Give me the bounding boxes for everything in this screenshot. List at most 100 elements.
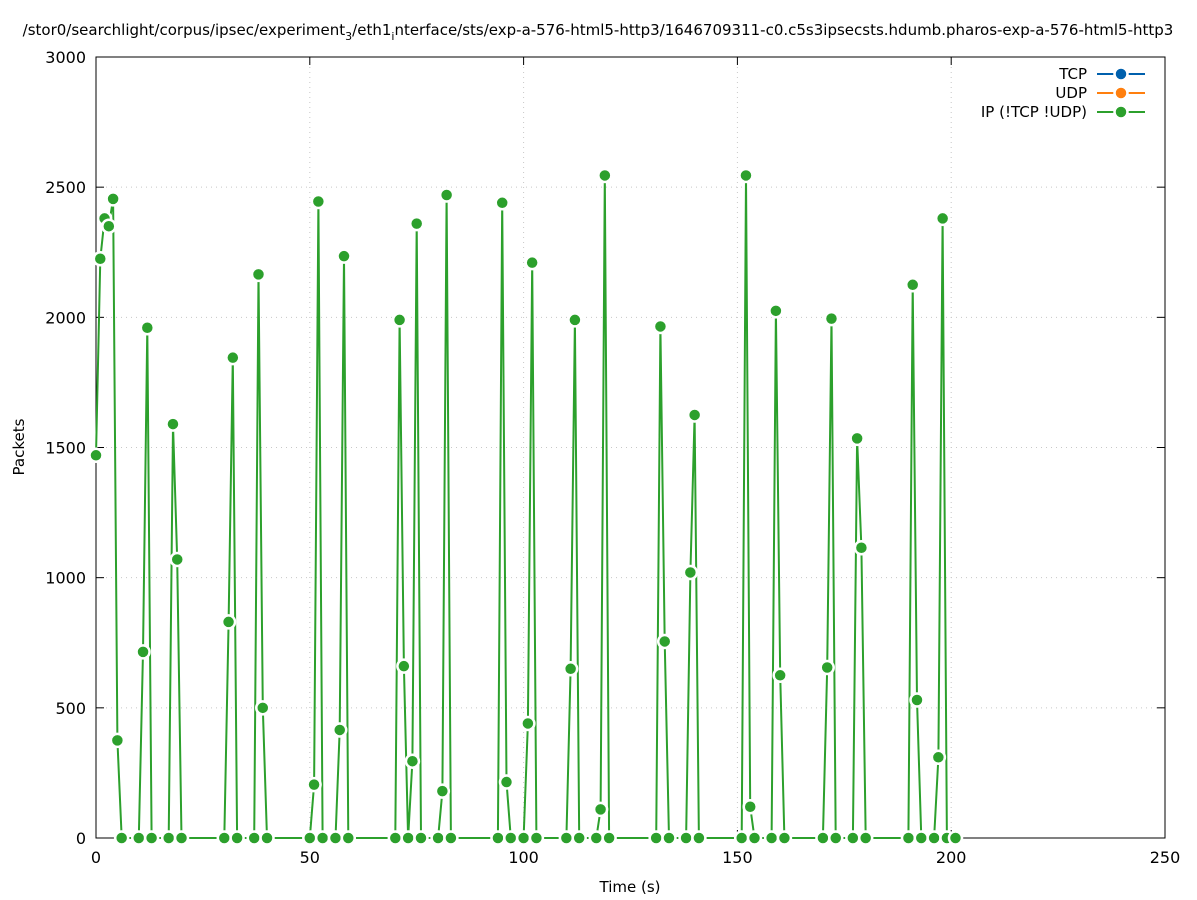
data-point <box>216 830 233 846</box>
data-point <box>173 830 190 846</box>
data-point <box>404 753 421 769</box>
chart-title-part3: nterface/sts/exp-a-576-html5-http3/16467… <box>394 21 1173 39</box>
chart-title-sub1: 3 <box>345 30 352 43</box>
data-point <box>225 349 241 366</box>
data-point <box>336 248 352 264</box>
data-point <box>494 195 510 211</box>
data-point <box>947 830 964 846</box>
data-point <box>652 318 669 335</box>
data-point <box>524 254 540 271</box>
data-point <box>815 830 831 846</box>
data-point <box>819 659 835 676</box>
data-point <box>331 722 348 738</box>
data-point <box>503 830 519 846</box>
data-point <box>930 749 947 766</box>
chart-title-part1: /stor0/searchlight/corpus/ipsec/experime… <box>23 21 346 39</box>
series-ip-tcp-udp <box>88 167 964 846</box>
data-point <box>827 830 844 846</box>
data-point <box>113 830 130 846</box>
data-point <box>520 715 536 732</box>
data-point <box>387 830 404 846</box>
data-point <box>853 539 870 556</box>
legend-label: TCP <box>1058 65 1087 83</box>
x-tick-label: 250 <box>1150 848 1181 867</box>
data-point <box>443 830 459 846</box>
x-axis-label: Time (s) <box>599 878 661 896</box>
data-point <box>430 830 446 846</box>
data-point <box>515 830 532 846</box>
data-point <box>396 658 412 674</box>
data-point <box>131 830 147 846</box>
x-tick-label: 100 <box>508 848 539 867</box>
data-point <box>327 830 344 846</box>
y-tick-label: 0 <box>76 829 86 848</box>
data-point <box>434 783 451 799</box>
data-point <box>772 667 788 684</box>
y-tick-label: 3000 <box>45 48 86 67</box>
data-point <box>255 700 271 716</box>
data-point <box>926 830 942 846</box>
y-tick-label: 2500 <box>45 178 86 197</box>
data-point <box>682 564 699 581</box>
data-point <box>849 430 865 447</box>
data-point <box>160 830 177 846</box>
data-point <box>306 776 322 793</box>
data-point <box>413 830 429 846</box>
data-point <box>567 312 583 328</box>
data-point <box>857 830 874 846</box>
legend-label: IP (!TCP !UDP) <box>981 103 1087 121</box>
data-point <box>105 191 121 207</box>
x-tick-label: 150 <box>722 848 753 867</box>
data-point <box>656 633 673 650</box>
data-point <box>648 830 664 846</box>
data-point <box>259 830 275 846</box>
data-point <box>592 801 609 818</box>
data-point <box>934 210 951 227</box>
data-point <box>314 830 331 846</box>
data-point <box>733 830 750 846</box>
data-point <box>143 830 160 846</box>
data-point <box>738 167 754 184</box>
chart-title-sub2: i <box>391 30 394 43</box>
data-point <box>229 830 245 846</box>
chart-title-part2: /eth1 <box>352 21 391 39</box>
legend-marker <box>1113 85 1129 101</box>
chart-title: /stor0/searchlight/corpus/ipsec/experime… <box>23 21 1174 43</box>
x-tick-label: 200 <box>936 848 967 867</box>
data-point <box>678 830 694 846</box>
data-point <box>139 319 156 336</box>
data-point <box>302 830 318 846</box>
y-axis-label: Packets <box>10 418 28 475</box>
series-line <box>95 174 956 839</box>
data-point <box>904 277 921 293</box>
y-tick-label: 1500 <box>45 439 86 458</box>
data-point <box>438 187 455 203</box>
data-point <box>845 830 861 846</box>
series-layer <box>88 167 964 846</box>
data-point <box>776 830 793 846</box>
legend-marker <box>1113 104 1129 120</box>
data-point <box>601 830 617 846</box>
data-point <box>746 830 763 846</box>
data-point <box>913 830 930 846</box>
data-point <box>823 310 840 327</box>
data-point <box>597 167 613 184</box>
data-point <box>340 830 357 846</box>
data-point <box>562 661 579 677</box>
data-point <box>391 312 408 328</box>
data-point <box>768 303 784 319</box>
data-point <box>92 251 109 267</box>
data-point <box>498 774 515 790</box>
data-point <box>408 215 425 232</box>
data-point <box>169 551 185 568</box>
data-point <box>571 830 587 846</box>
data-point <box>691 830 707 846</box>
data-point <box>310 193 327 210</box>
data-point <box>400 830 416 846</box>
data-point <box>490 830 506 846</box>
data-point <box>661 830 677 846</box>
data-point <box>900 830 917 846</box>
data-point <box>220 614 237 630</box>
data-point <box>88 447 104 464</box>
data-point <box>558 830 575 846</box>
